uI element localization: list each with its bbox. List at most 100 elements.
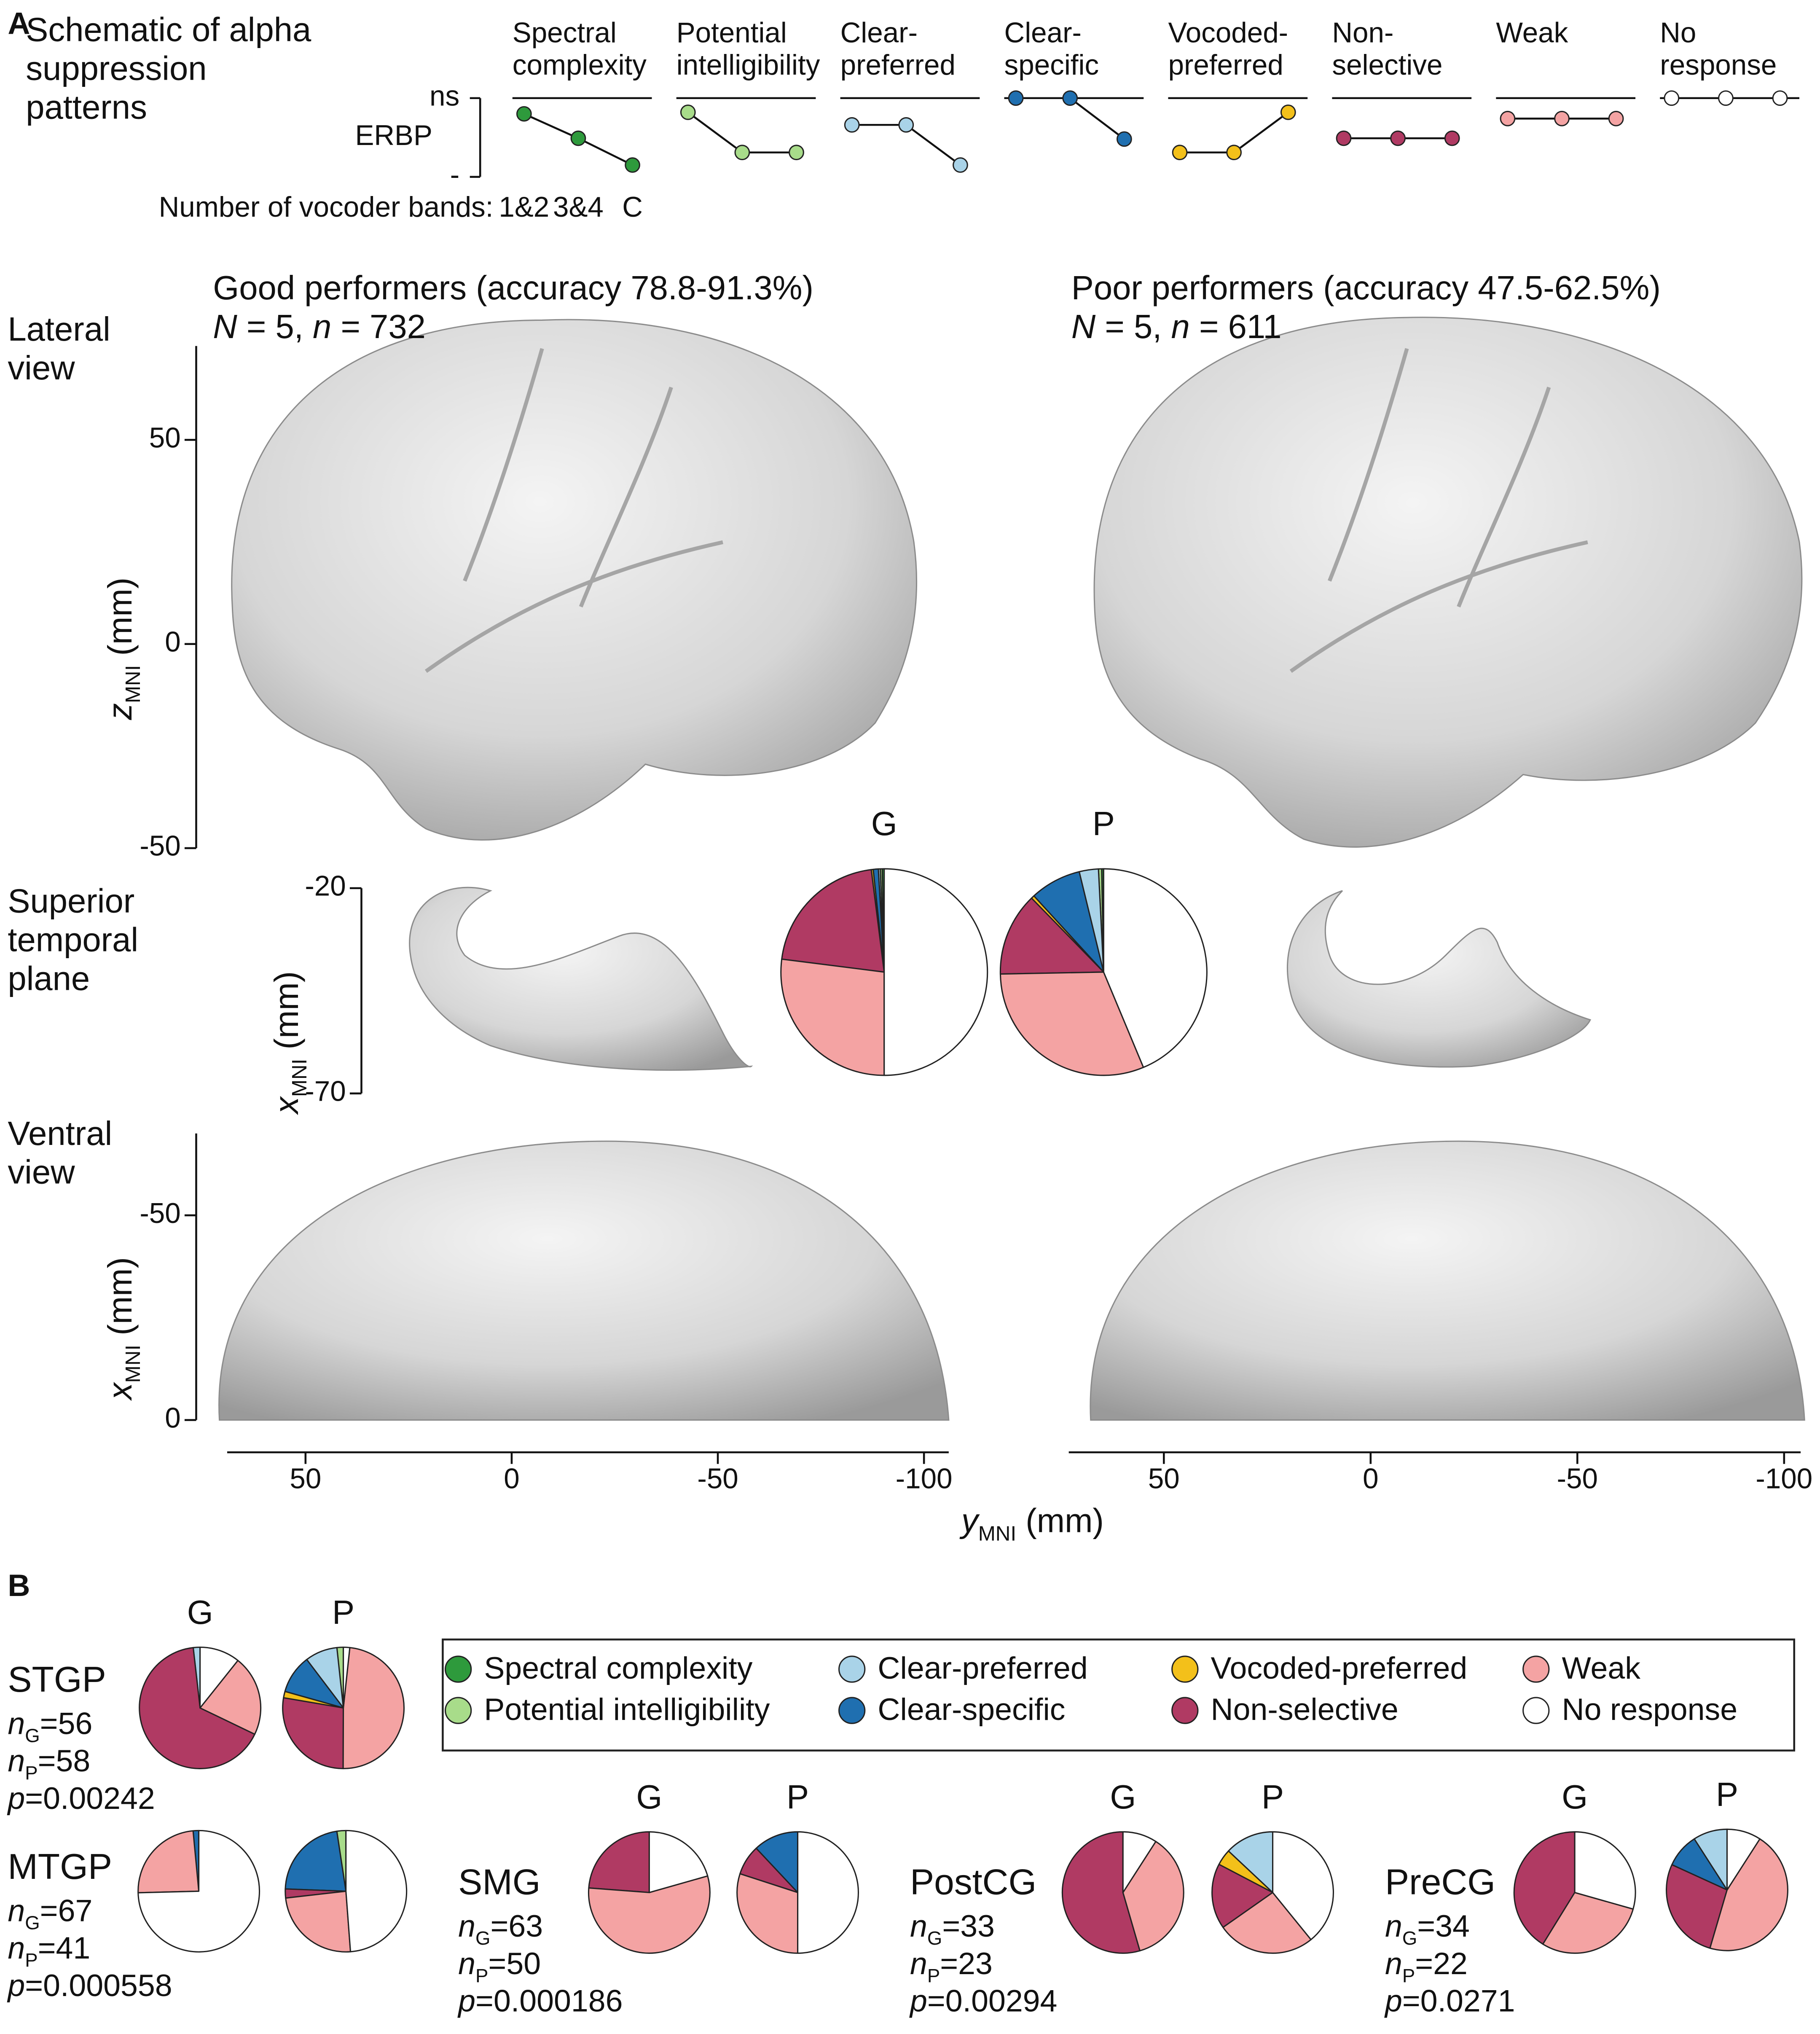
pattern-dot xyxy=(1116,131,1132,147)
text: =34 xyxy=(1417,1909,1470,1944)
legend-swatch xyxy=(838,1655,866,1683)
pie-slice xyxy=(1122,1841,1184,1952)
pattern-dot xyxy=(1390,130,1406,146)
symbol: n xyxy=(458,1946,475,1981)
x-tick-label: 1&2 xyxy=(499,191,549,223)
subscript: P xyxy=(475,1964,488,1986)
text: = 611 xyxy=(1190,308,1282,345)
pattern-dot xyxy=(789,145,804,161)
pie-slice xyxy=(999,897,1104,975)
subscript: G xyxy=(475,1927,490,1949)
region-stat: nP=22 xyxy=(1385,1946,1468,1986)
pie-label: G xyxy=(1562,1778,1588,1816)
text: =0.000186 xyxy=(475,1983,623,2018)
pattern-dot xyxy=(1172,145,1188,161)
region-stat: p=0.0271 xyxy=(1384,1983,1515,2018)
pattern-dot xyxy=(1008,90,1024,106)
text: = 5, xyxy=(1095,308,1171,345)
text: =58 xyxy=(38,1744,91,1779)
brain-sulcus xyxy=(1289,348,1588,673)
pattern-dot xyxy=(734,145,750,161)
pie-slice xyxy=(781,869,885,973)
legend-label: Spectral complexity xyxy=(484,1650,752,1685)
legend-label: Clear-preferred xyxy=(878,1650,1087,1685)
x-tick-label: -50 xyxy=(697,1463,738,1494)
text: =41 xyxy=(38,1931,91,1966)
pie-slice xyxy=(285,1890,352,1953)
symbol: N xyxy=(213,308,237,345)
subscript: MNI xyxy=(288,1059,311,1097)
wrapped-text: Vocoded-preferred xyxy=(1168,17,1288,81)
wrapped-text: Schematic of alpha suppression patterns xyxy=(26,11,320,126)
subscript: MNI xyxy=(978,1522,1016,1545)
symbol: z xyxy=(101,703,139,720)
symbol: n xyxy=(1385,1946,1402,1981)
legend-swatch xyxy=(838,1697,866,1724)
legend-swatch xyxy=(1171,1697,1199,1724)
text: =0.00242 xyxy=(25,1781,155,1816)
pie-slice xyxy=(1061,1831,1141,1954)
pattern-dot xyxy=(1664,90,1680,106)
panel-label: A xyxy=(8,6,30,41)
symbol: p xyxy=(909,1983,927,2018)
brain-lateral-poor xyxy=(1093,317,1803,848)
region-stat: nG=63 xyxy=(458,1909,543,1949)
pie-slice xyxy=(1694,1828,1728,1891)
symbol: p xyxy=(457,1983,475,2018)
symbol: y xyxy=(959,1502,980,1540)
region-stat: nP=58 xyxy=(8,1744,90,1784)
pie-slice xyxy=(343,1646,351,1709)
pattern-dot xyxy=(1226,145,1242,161)
legend-box xyxy=(442,1638,1796,1752)
region-stat: nG=33 xyxy=(910,1909,995,1949)
pattern-dot xyxy=(1444,130,1460,146)
subscript: MNI xyxy=(121,1345,144,1383)
brain-stp-poor xyxy=(1287,890,1592,1068)
legend-label: Vocoded-preferred xyxy=(1211,1650,1468,1685)
pie-label: G xyxy=(871,805,897,842)
pie-slice xyxy=(797,1831,859,1954)
pie-label: P xyxy=(1262,1778,1284,1816)
region-name: PostCG xyxy=(910,1862,1036,1902)
subscript: G xyxy=(25,1725,40,1746)
wrapped-text: Spectral complexity xyxy=(513,17,647,81)
subscript: MNI xyxy=(121,665,144,703)
pie-slice xyxy=(1272,1831,1334,1940)
subscript: P xyxy=(25,1762,38,1784)
legend-swatch xyxy=(445,1697,472,1724)
x-tick-label: C xyxy=(622,191,643,223)
pie-slice xyxy=(282,1697,344,1769)
legend-label: Weak xyxy=(1562,1650,1641,1685)
pie-slice xyxy=(1222,1892,1312,1954)
y-tick-label: ns xyxy=(429,81,459,112)
legend-swatch xyxy=(445,1655,472,1683)
y-tick-label: - xyxy=(450,159,459,191)
x-tick-label: -100 xyxy=(1756,1463,1812,1494)
pie-slice xyxy=(137,1830,260,1953)
pie-slice xyxy=(1671,1838,1728,1891)
legend-label: No response xyxy=(1562,1692,1738,1727)
pattern-dot xyxy=(1772,90,1788,106)
pattern-dot xyxy=(680,104,696,120)
subscript: G xyxy=(25,1912,40,1933)
pie-slice xyxy=(285,1830,347,1892)
wrapped-text: Potential intelligibility xyxy=(676,17,820,81)
y-tick-label: 0 xyxy=(165,626,180,658)
pie-slice xyxy=(137,1830,200,1894)
pie-slice xyxy=(342,1647,405,1769)
pie-slice xyxy=(755,1831,799,1893)
y-tick-label: -70 xyxy=(305,1076,346,1107)
pattern-dot xyxy=(898,117,914,133)
x-tick-label: 0 xyxy=(1363,1463,1378,1494)
pie-label: G xyxy=(1110,1778,1136,1816)
text: = 5, xyxy=(237,308,313,345)
pie-slice xyxy=(999,971,1144,1076)
unit: (mm) xyxy=(268,971,305,1059)
text: =23 xyxy=(940,1946,993,1981)
text: =33 xyxy=(942,1909,995,1944)
brain-ventral-good xyxy=(218,1140,950,1421)
x-tick-label: 3&4 xyxy=(553,191,604,223)
symbol: x xyxy=(268,1096,305,1115)
text: =56 xyxy=(40,1706,93,1741)
